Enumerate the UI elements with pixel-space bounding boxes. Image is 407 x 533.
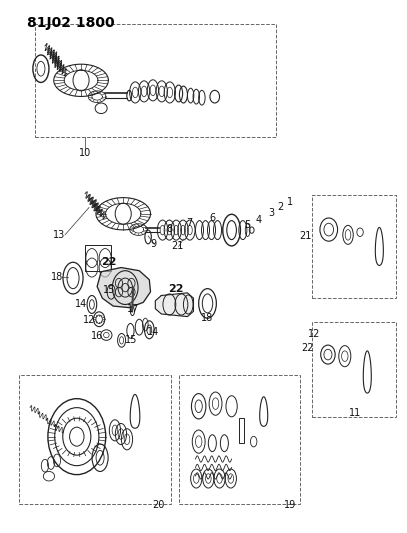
Text: 16: 16 (91, 331, 103, 341)
Text: 22: 22 (302, 343, 314, 353)
Bar (179, 375, 300, 504)
Text: 81J02 1800: 81J02 1800 (27, 16, 114, 30)
Text: 15: 15 (125, 335, 138, 345)
Text: 8: 8 (166, 223, 173, 233)
Text: 6: 6 (209, 213, 215, 223)
Text: 11: 11 (349, 408, 361, 418)
Text: 20: 20 (152, 500, 165, 510)
Bar (85, 245, 111, 271)
Bar (312, 322, 396, 417)
Bar (312, 195, 396, 298)
Text: 10: 10 (79, 148, 91, 158)
Text: 4: 4 (256, 215, 262, 225)
Text: 2: 2 (278, 203, 284, 213)
Text: 14: 14 (147, 327, 160, 337)
Bar (19, 375, 171, 504)
Text: 1: 1 (287, 197, 293, 207)
Text: 12: 12 (308, 329, 320, 339)
Text: 12: 12 (83, 316, 95, 325)
Text: 21: 21 (300, 231, 312, 241)
Polygon shape (97, 268, 151, 308)
Text: 19: 19 (284, 500, 296, 510)
Bar (239, 418, 244, 443)
Text: 15: 15 (103, 285, 115, 295)
Text: 18: 18 (51, 272, 63, 282)
Text: 7: 7 (186, 218, 193, 228)
Text: 18: 18 (201, 313, 214, 323)
Text: 14: 14 (75, 300, 87, 310)
Text: 5: 5 (244, 220, 250, 230)
Text: 9: 9 (150, 239, 156, 249)
Text: 17: 17 (127, 304, 140, 314)
Text: 3: 3 (268, 208, 274, 217)
Polygon shape (155, 293, 193, 317)
Text: 22: 22 (168, 284, 183, 294)
Text: 13: 13 (53, 230, 65, 240)
Text: 21: 21 (171, 241, 184, 252)
Bar (35, 24, 276, 138)
Text: 22: 22 (101, 257, 117, 267)
